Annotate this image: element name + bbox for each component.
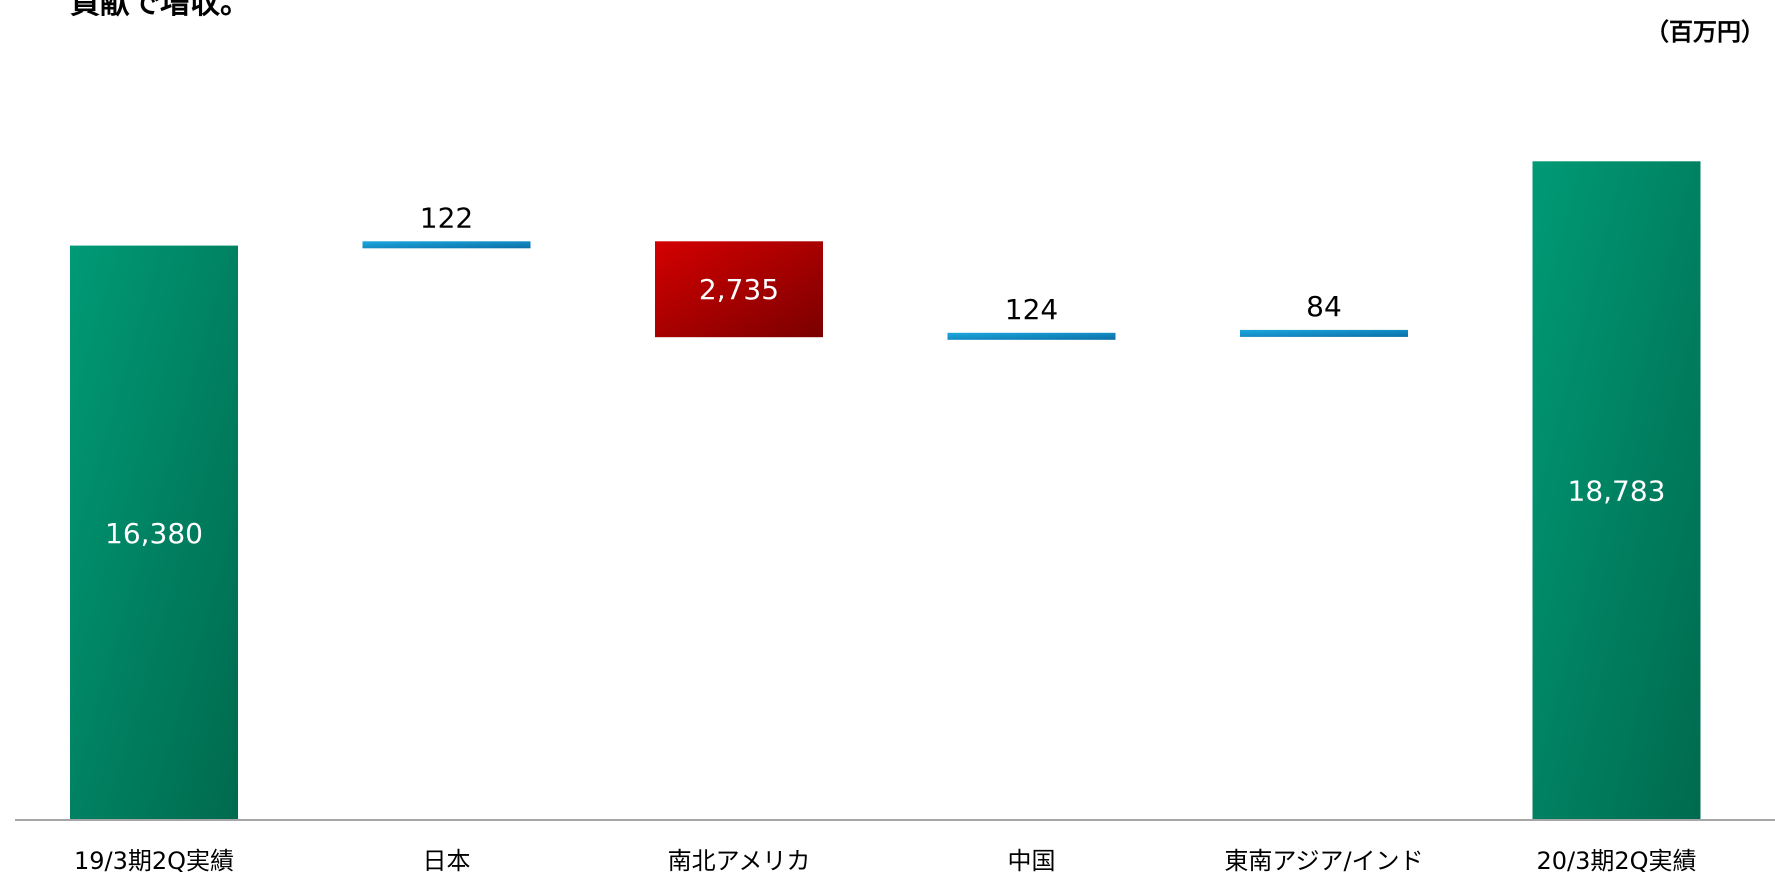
category-label-3: 南北アメリカ [668,847,811,875]
category-label-1: 19/3期2Q実績 [74,847,234,875]
bar-3 [655,241,823,338]
bar-6 [1532,161,1701,821]
data-label-6: 18,783 [1568,475,1666,508]
bar-4 [947,332,1116,340]
data-label-2: 122 [420,201,473,234]
category-label-4: 中国 [1008,847,1056,875]
bar-1 [70,245,238,821]
category-label-2: 日本 [423,847,471,875]
category-label-5: 東南アジア/インド [1224,847,1423,875]
category-label-6: 20/3期2Q実績 [1536,847,1696,875]
bar-5 [1240,329,1408,337]
bar-2 [362,241,531,249]
data-label-4: 124 [1005,293,1058,326]
unit-label: （百万円） [1645,18,1765,46]
data-label-5: 84 [1306,290,1342,323]
title-fragment: 貢献で増収。 [70,0,250,21]
data-label-1: 16,380 [105,517,203,550]
data-label-3: 2,735 [699,273,779,306]
